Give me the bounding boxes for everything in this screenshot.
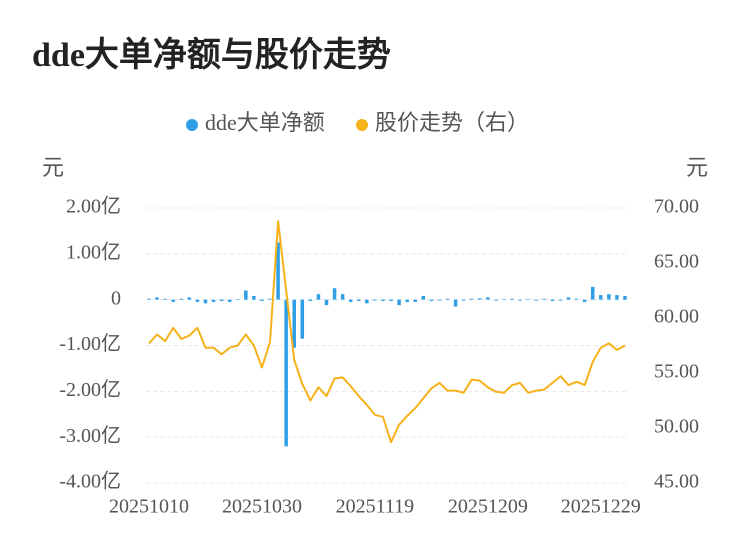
bar [502, 299, 506, 300]
x-tick-label: 20251030 [222, 496, 302, 518]
bar [340, 294, 345, 300]
y2-unit: 元 [686, 155, 708, 180]
bar [607, 294, 611, 300]
bar [486, 297, 490, 300]
bar [478, 298, 482, 300]
bar [195, 299, 200, 302]
bar [155, 297, 159, 300]
y-tick-label: -1.00亿 [59, 332, 121, 355]
bar [300, 299, 305, 339]
bar [615, 295, 619, 300]
legend-marker [186, 119, 198, 131]
bar [187, 297, 192, 300]
bar [219, 299, 224, 302]
bar [235, 299, 240, 300]
bar [566, 297, 571, 300]
bar [518, 299, 522, 301]
price-line [148, 220, 626, 444]
bar [268, 298, 272, 300]
bar [405, 299, 409, 302]
bar [308, 299, 313, 302]
bar [461, 299, 466, 301]
bar [526, 299, 530, 300]
bar [590, 286, 595, 300]
bar [292, 299, 296, 348]
bar [324, 299, 329, 306]
bar [147, 298, 151, 300]
bar [171, 299, 175, 302]
bar [574, 298, 579, 300]
legend-marker [356, 119, 368, 131]
y-tick-label: 2.00亿 [66, 195, 121, 218]
bar [276, 242, 280, 300]
x-tick-label: 20251209 [448, 496, 528, 518]
bar [381, 299, 385, 302]
x-tick-label: 20251010 [109, 496, 189, 518]
bar [373, 299, 377, 301]
bar [445, 298, 450, 300]
y-tick-label: -3.00亿 [59, 424, 121, 447]
bar [163, 298, 167, 300]
y-tick-label: -4.00亿 [59, 470, 121, 493]
y2-tick-label: 45.00 [654, 471, 699, 493]
bar [599, 295, 603, 300]
bar [332, 288, 337, 300]
bar [534, 299, 539, 301]
bar [179, 298, 184, 300]
bar [494, 299, 498, 301]
bar [397, 299, 401, 306]
y-tick-label: 1.00亿 [66, 240, 121, 263]
y-tick-label: -2.00亿 [59, 378, 121, 401]
bar [558, 299, 563, 301]
bar [453, 299, 458, 307]
bar [227, 299, 232, 302]
bar [357, 299, 361, 302]
y2-tick-label: 55.00 [654, 361, 699, 383]
bar [413, 299, 417, 302]
bar [365, 299, 369, 304]
bar [260, 299, 264, 302]
bar [284, 299, 288, 447]
legend-label: dde大单净额 [205, 110, 325, 135]
y-unit: 元 [42, 155, 64, 180]
bar [316, 294, 321, 300]
bar [421, 296, 426, 300]
bar [211, 299, 216, 302]
bar [542, 298, 547, 300]
y2-tick-label: 50.00 [654, 416, 699, 438]
bar [510, 298, 514, 300]
chart-title: dde大单净额与股价走势 [32, 36, 391, 74]
y2-tick-label: 70.00 [654, 196, 699, 218]
bar [244, 290, 248, 300]
y-tick-label: 0 [111, 287, 121, 309]
bar [348, 299, 353, 302]
bar [389, 299, 393, 302]
bar [429, 299, 434, 302]
bar [203, 299, 208, 304]
bar [252, 296, 256, 300]
legend-label: 股价走势（右） [375, 110, 529, 135]
bar [469, 298, 474, 300]
bar [550, 299, 555, 302]
bar [623, 296, 627, 300]
bar [582, 299, 587, 302]
y2-tick-label: 65.00 [654, 251, 699, 273]
bar [437, 299, 442, 301]
y2-tick-label: 60.00 [654, 306, 699, 328]
x-tick-label: 20251119 [336, 496, 415, 518]
x-tick-label: 20251229 [561, 496, 641, 518]
